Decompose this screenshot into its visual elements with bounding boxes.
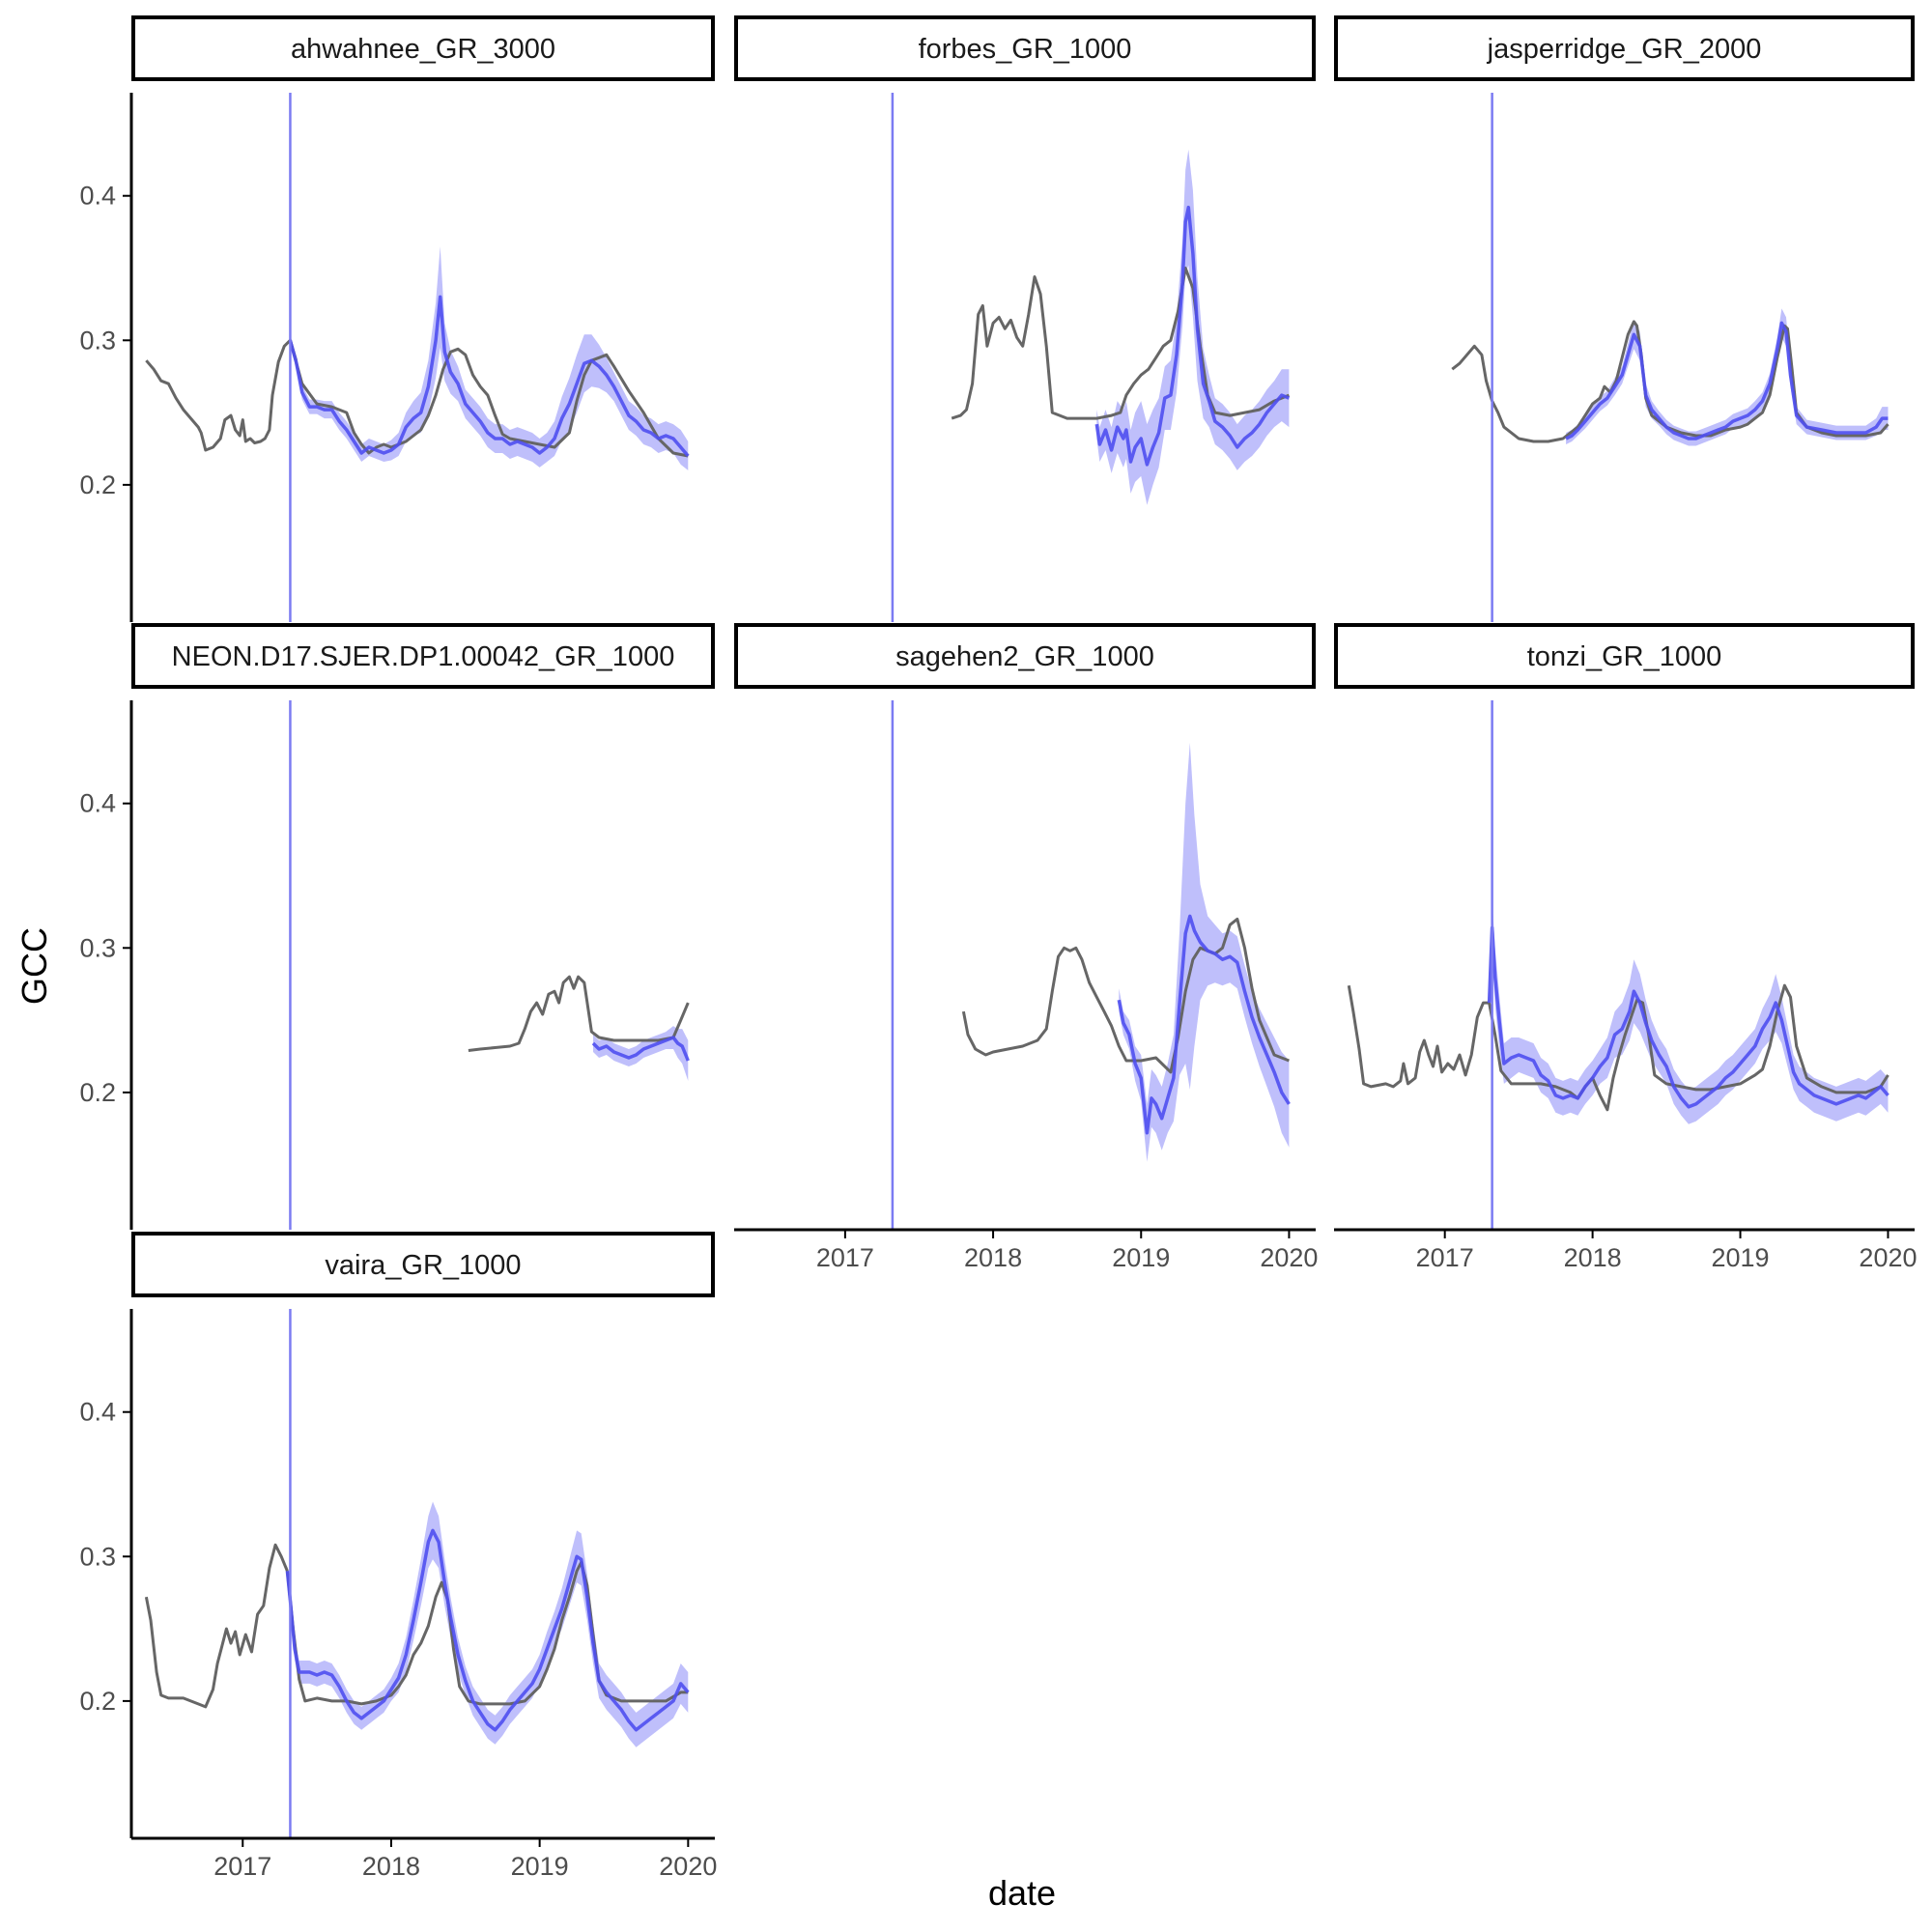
facet-strip-label: NEON.D17.SJER.DP1.00042_GR_1000	[172, 641, 675, 672]
facet-strip	[131, 1232, 715, 1297]
panel-7: vaira_GR_1000 0.2 0.3 0.4 2017 2018 2019 2020	[79, 1232, 717, 1881]
x-tick-label: 2017	[213, 1852, 271, 1881]
observed-gcc-line	[144, 1543, 289, 1709]
facet-strip-label: ahwahnee_GR_3000	[291, 34, 555, 65]
y-tick-label: 0.2	[79, 1687, 116, 1716]
y-tick-label: 0.3	[79, 326, 116, 355]
facet-strip	[734, 15, 1316, 81]
panel-6: tonzi_GR_1000 2017 2018 2019 2020	[1334, 623, 1918, 1272]
forecast-mean-line	[1565, 321, 1889, 440]
x-tick-label: 2017	[1416, 1243, 1474, 1272]
forecast-mean-line	[285, 1528, 690, 1732]
facet-strip	[734, 623, 1316, 689]
observed-gcc-line	[1451, 320, 1889, 443]
panel-1: ahwahnee_GR_3000 0.2 0.3 0.4	[79, 15, 715, 622]
panel-2: forbes_GR_1000	[734, 15, 1316, 622]
x-tick-label: 2018	[362, 1852, 420, 1881]
x-tick-label: 2020	[1859, 1243, 1917, 1272]
facet-strip-label: tonzi_GR_1000	[1527, 641, 1722, 672]
facet-strip-label: vaira_GR_1000	[325, 1250, 521, 1281]
x-tick-label: 2019	[511, 1852, 569, 1881]
y-tick-label: 0.3	[79, 933, 116, 962]
x-tick-label: 2020	[1260, 1243, 1318, 1272]
forecast-mean-line	[1117, 914, 1291, 1135]
y-tick-label: 0.2	[79, 1078, 116, 1107]
y-tick-label: 0.4	[79, 182, 116, 211]
x-tick-label: 2018	[1564, 1243, 1622, 1272]
facet-strip-label: sagehen2_GR_1000	[895, 641, 1154, 672]
x-tick-label: 2017	[816, 1243, 874, 1272]
observed-gcc-line	[1347, 984, 1490, 1089]
y-tick-label: 0.4	[79, 789, 116, 818]
forecast-interval-band	[290, 246, 689, 470]
facet-strip-label: forbes_GR_1000	[919, 34, 1132, 65]
observed-gcc-line	[961, 917, 1290, 1074]
forecast-mean-line	[1487, 925, 1889, 1109]
y-tick-label: 0.3	[79, 1542, 116, 1571]
facet-strip	[131, 15, 715, 81]
forecast-mean-line	[591, 1036, 690, 1062]
facet-strip	[131, 623, 715, 689]
forecast-interval-band	[1119, 742, 1290, 1162]
observed-gcc-line	[468, 975, 690, 1052]
forecast-mean-line	[1094, 205, 1291, 467]
forecast-interval-band	[1489, 898, 1889, 1124]
y-tick-label: 0.4	[79, 1398, 116, 1427]
observed-gcc-line-after	[1488, 983, 1889, 1112]
x-tick-label: 2019	[1112, 1243, 1170, 1272]
facet-strip	[1334, 15, 1915, 81]
panel-4: NEON.D17.SJER.DP1.00042_GR_1000 0.2 0.3 0.4	[79, 623, 715, 1230]
x-tick-label: 2019	[1712, 1243, 1770, 1272]
forecast-interval-band	[287, 1501, 689, 1747]
facet-strip	[1334, 623, 1915, 689]
panel-5: sagehen2_GR_1000 2017 2018 2019 2020	[734, 623, 1318, 1272]
y-axis-title: GCC	[14, 927, 54, 1005]
observed-gcc-line	[951, 267, 1290, 420]
forecast-mean-line	[288, 295, 690, 458]
x-tick-label: 2020	[659, 1852, 717, 1881]
x-axis-title: date	[988, 1873, 1056, 1913]
observed-gcc-line	[145, 338, 298, 452]
forecast-interval-band	[1096, 149, 1290, 505]
observed-gcc-line-after	[285, 1560, 689, 1706]
panel-3: jasperridge_GR_2000	[1334, 15, 1915, 622]
facet-panels: ahwahnee_GR_3000 0.2 0.3 0.4 forbes_GR_1000 j…	[79, 15, 1918, 1881]
x-tick-label: 2018	[964, 1243, 1022, 1272]
y-tick-label: 0.2	[79, 470, 116, 499]
facet-strip-label: jasperridge_GR_2000	[1487, 34, 1762, 65]
